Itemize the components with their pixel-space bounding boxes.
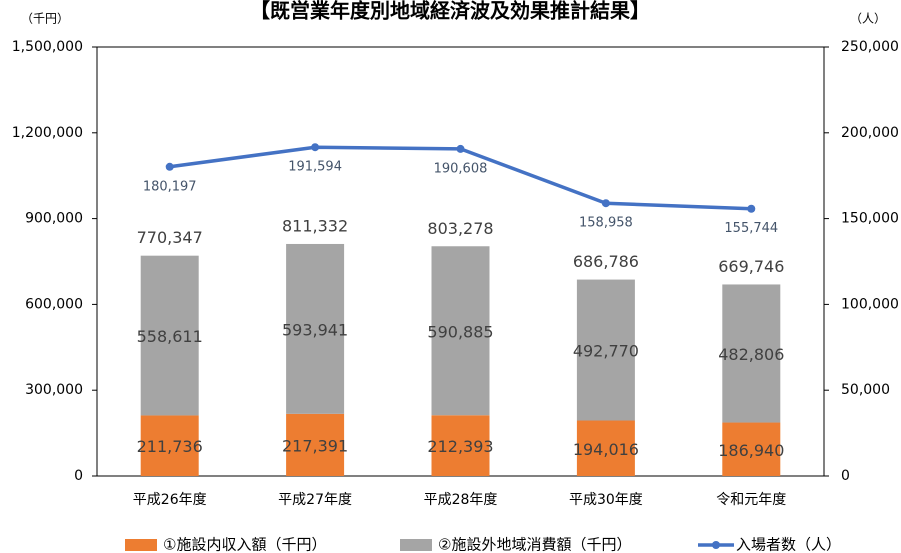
y-tick-label: 0 xyxy=(74,468,83,484)
bar-segment xyxy=(722,284,781,423)
line-value-label: 191,594 xyxy=(288,160,342,175)
value-label: 492,770 xyxy=(573,342,639,361)
x-tick-label: 平成27年度 xyxy=(278,492,352,508)
line-point xyxy=(311,143,320,152)
total-label: 803,278 xyxy=(427,219,493,238)
line-value-label: 158,958 xyxy=(579,216,633,231)
y-tick-label: 1,200,000 xyxy=(12,125,83,141)
value-label: 558,611 xyxy=(137,327,203,346)
value-label: 186,940 xyxy=(718,441,784,460)
y2-tick-label: 0 xyxy=(841,468,850,484)
line-point xyxy=(456,144,465,153)
legend-label: ②施設外地域消費額（千円） xyxy=(438,536,631,553)
line-value-label: 155,744 xyxy=(724,221,778,236)
x-tick-label: 平成26年度 xyxy=(133,492,207,508)
y-tick-label: 300,000 xyxy=(25,382,83,398)
x-tick-label: 平成28年度 xyxy=(424,492,498,508)
bar-segment xyxy=(576,420,635,476)
line-point xyxy=(747,204,756,213)
total-label: 811,332 xyxy=(282,216,348,235)
bar-segment xyxy=(140,255,199,416)
bar-segment xyxy=(140,415,199,476)
total-label: 770,347 xyxy=(137,228,203,247)
y2-tick-label: 250,000 xyxy=(841,39,899,55)
legend-swatch xyxy=(125,539,157,551)
bar-segment xyxy=(286,413,345,476)
value-label: 590,885 xyxy=(427,322,493,341)
value-label: 482,806 xyxy=(718,345,784,364)
legend-swatch xyxy=(712,541,720,549)
chart-title: 【既営業年度別地域経済波及効果推計結果】 xyxy=(250,0,650,23)
bar-segment xyxy=(576,279,635,421)
line-value-label: 180,197 xyxy=(143,179,197,194)
y-unit: （千円） xyxy=(21,12,69,26)
y-tick-label: 600,000 xyxy=(25,296,83,312)
value-label: 211,736 xyxy=(137,437,203,456)
bar-segment xyxy=(286,243,345,414)
total-label: 686,786 xyxy=(573,252,639,271)
legend-label: ①施設内収入額（千円） xyxy=(163,536,326,553)
y2-unit: （人） xyxy=(850,12,886,26)
y2-tick-label: 200,000 xyxy=(841,125,899,141)
value-label: 217,391 xyxy=(282,436,348,455)
y-tick-label: 900,000 xyxy=(25,211,83,227)
y2-tick-label: 100,000 xyxy=(841,296,899,312)
total-label: 669,746 xyxy=(718,257,784,276)
bar-segment xyxy=(722,422,781,476)
legend-label: 入場者数（人） xyxy=(736,536,841,553)
legend-swatch xyxy=(400,539,432,551)
line-point xyxy=(165,162,174,171)
x-tick-label: 令和元年度 xyxy=(716,492,786,508)
x-tick-label: 平成30年度 xyxy=(569,492,643,508)
value-label: 593,941 xyxy=(282,320,348,339)
y-tick-label: 1,500,000 xyxy=(12,39,83,55)
value-label: 212,393 xyxy=(427,437,493,456)
bar-segment xyxy=(431,246,490,416)
bar-segment xyxy=(431,415,490,476)
y2-tick-label: 50,000 xyxy=(841,382,890,398)
value-label: 194,016 xyxy=(573,440,639,459)
line-value-label: 190,608 xyxy=(434,161,488,176)
line-point xyxy=(601,199,610,208)
y2-tick-label: 150,000 xyxy=(841,211,899,227)
